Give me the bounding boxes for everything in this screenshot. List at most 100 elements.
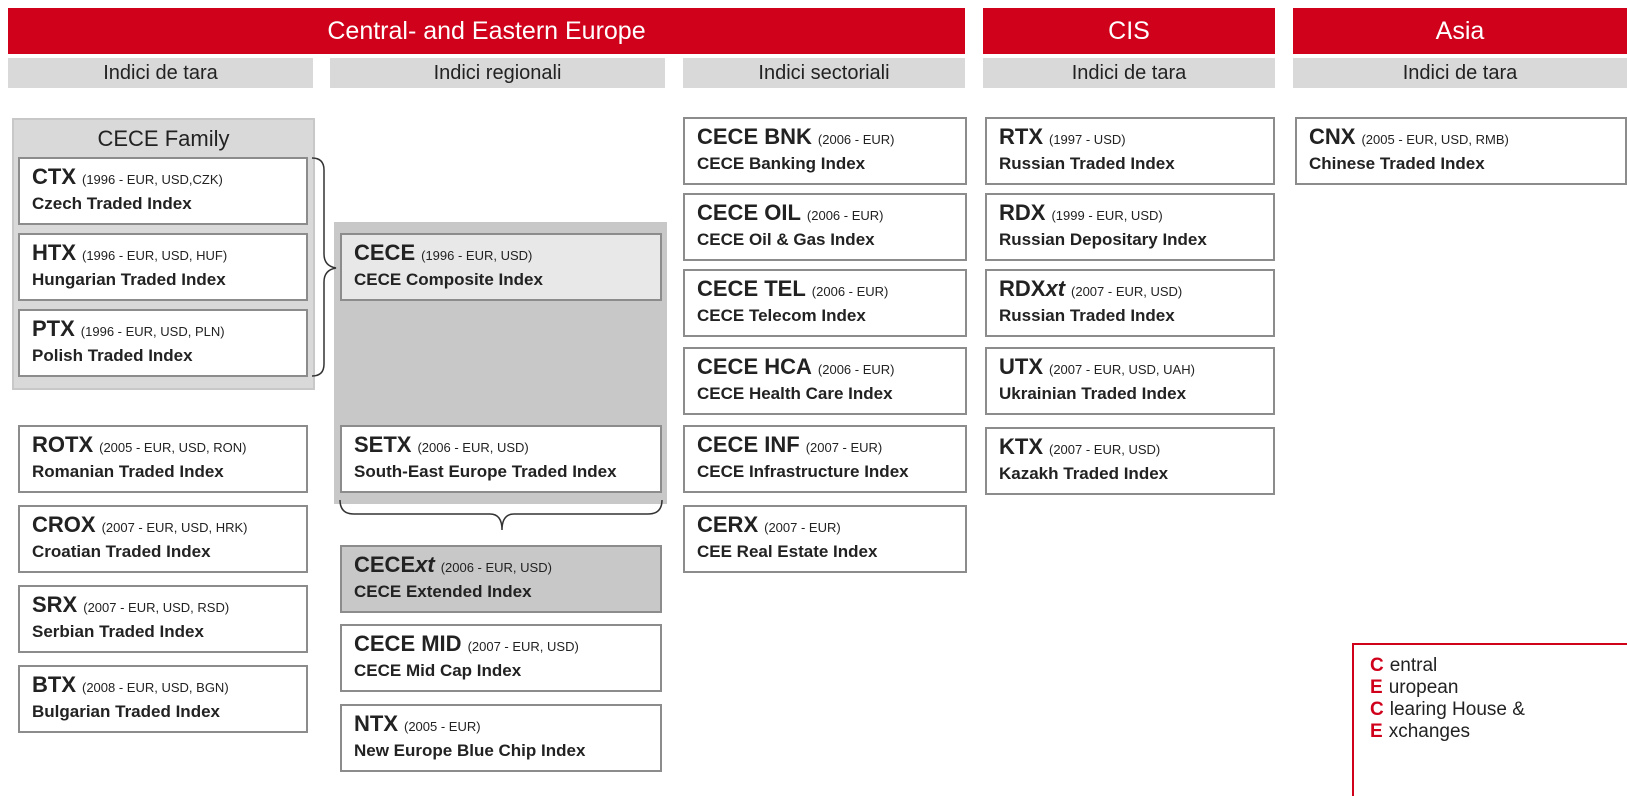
legend-initial: C <box>1370 655 1384 676</box>
index-info: (2007 - EUR) <box>805 440 883 455</box>
index-info: (2005 - EUR, USD, RMB) <box>1361 132 1509 147</box>
subheader: Indici de tara <box>1293 58 1627 88</box>
index-box: CECE TEL (2006 - EUR) CECE Telecom Index <box>683 269 967 337</box>
legend-initial: E <box>1370 721 1383 742</box>
index-box: RDX (1999 - EUR, USD) Russian Depositary I… <box>985 193 1275 261</box>
index-info: (2005 - EUR, USD, RON) <box>99 440 247 455</box>
index-name: Romanian Traded Index <box>32 462 224 481</box>
index-box: CECE OIL (2006 - EUR) CECE Oil & Gas Index <box>683 193 967 261</box>
index-info: (2007 - EUR) <box>764 520 841 535</box>
index-info: (2006 - EUR) <box>806 208 884 223</box>
index-info: (2007 - EUR, USD) <box>1071 284 1183 299</box>
index-code-suffix: xt <box>1045 276 1066 301</box>
index-name: Croatian Traded Index <box>32 542 211 561</box>
index-info: (2007 - EUR, USD, UAH) <box>1049 362 1195 377</box>
index-info: (2007 - EUR, USD, RSD) <box>83 600 230 615</box>
subheader: Indici de tara <box>8 58 313 88</box>
index-info: (2007 - EUR, USD) <box>467 639 579 654</box>
index-box: CECE BNK (2006 - EUR) CECE Banking Index <box>683 117 967 185</box>
index-code: CECE HCA <box>697 354 812 379</box>
index-code: KTX <box>999 434 1043 459</box>
index-info: (2006 - EUR) <box>811 284 889 299</box>
index-info: (2005 - EUR) <box>404 719 481 734</box>
region-header: CIS <box>983 8 1275 54</box>
index-info: (1997 - USD) <box>1049 132 1126 147</box>
index-box: UTX (2007 - EUR, USD, UAH) Ukrainian Trade… <box>985 347 1275 415</box>
legend-initial: C <box>1370 699 1384 720</box>
index-name: CECE Oil & Gas Index <box>697 230 875 249</box>
index-name: Ukrainian Traded Index <box>999 384 1187 403</box>
index-info: (2007 - EUR, USD) <box>1049 442 1161 457</box>
index-box: CROX (2007 - EUR, USD, HRK) Croatian Trade… <box>18 505 308 573</box>
family-title: CECE Family <box>97 126 230 151</box>
index-box: CTX (1996 - EUR, USD,CZK) Czech Traded Ind… <box>18 157 308 225</box>
index-code: RDX <box>999 276 1046 301</box>
index-code: SETX <box>354 432 412 457</box>
index-code: BTX <box>32 672 76 697</box>
index-box: CNX (2005 - EUR, USD, RMB) Chinese Traded … <box>1295 117 1627 185</box>
index-box: HTX (1996 - EUR, USD, HUF) Hungarian Trade… <box>18 233 308 301</box>
index-code: RTX <box>999 124 1043 149</box>
region-header: Central- and Eastern Europe <box>8 8 965 54</box>
index-name: Russian Depositary Index <box>999 230 1207 249</box>
index-code: CECE TEL <box>697 276 806 301</box>
region-header: Asia <box>1293 8 1627 54</box>
index-code: ROTX <box>32 432 94 457</box>
index-code: RDX <box>999 200 1046 225</box>
index-name: CECE Extended Index <box>354 582 532 601</box>
index-code: UTX <box>999 354 1043 379</box>
index-name: CECE Health Care Index <box>697 384 893 403</box>
index-code: CECE MID <box>354 631 462 656</box>
index-box: CECE INF (2007 - EUR) CECE Infrastructure … <box>683 425 967 493</box>
index-code: NTX <box>354 711 398 736</box>
index-info: (1996 - EUR, USD, HUF) <box>82 248 228 263</box>
index-box: CECE MID (2007 - EUR, USD) CECE Mid Cap In… <box>340 624 662 692</box>
index-box: CECE (1996 - EUR, USD) CECE Composite Inde… <box>340 233 662 301</box>
index-info: (1999 - EUR, USD) <box>1051 208 1163 223</box>
legend-rest: xchanges <box>1388 721 1471 742</box>
index-info: (1996 - EUR, USD) <box>421 248 533 263</box>
index-info: (2006 - EUR) <box>817 362 895 377</box>
index-code: CECE INF <box>697 432 800 457</box>
index-info: (2006 - EUR, USD) <box>440 560 552 575</box>
index-name: Hungarian Traded Index <box>32 270 226 289</box>
index-name: South-East Europe Traded Index <box>354 462 617 481</box>
index-name: New Europe Blue Chip Index <box>354 741 586 760</box>
index-code: CECE <box>354 552 416 577</box>
index-code: CNX <box>1309 124 1356 149</box>
index-code: CERX <box>697 512 759 537</box>
index-box: RTX (1997 - USD) Russian Traded Index <box>985 117 1275 185</box>
index-name: CECE Mid Cap Index <box>354 661 522 680</box>
subheader: Indici sectoriali <box>683 58 965 88</box>
index-box: CECExt (2006 - EUR, USD) CECE Extended Ind… <box>340 545 662 613</box>
subheader: Indici regionali <box>330 58 665 88</box>
index-box: CECE HCA (2006 - EUR) CECE Health Care Ind… <box>683 347 967 415</box>
index-box: RDXxt (2007 - EUR, USD) Russian Traded Ind… <box>985 269 1275 337</box>
index-name: CEE Real Estate Index <box>697 542 878 561</box>
index-code: CECE BNK <box>697 124 812 149</box>
index-info: (2008 - EUR, USD, BGN) <box>82 680 229 695</box>
index-code: SRX <box>32 592 78 617</box>
index-box: BTX (2008 - EUR, USD, BGN) Bulgarian Trade… <box>18 665 308 733</box>
index-code: HTX <box>32 240 76 265</box>
index-name: CECE Infrastructure Index <box>697 462 909 481</box>
index-name: CECE Composite Index <box>354 270 543 289</box>
index-name: Bulgarian Traded Index <box>32 702 220 721</box>
index-code: CROX <box>32 512 96 537</box>
index-name: CECE Banking Index <box>697 154 866 173</box>
index-box: CERX (2007 - EUR) CEE Real Estate Index <box>683 505 967 573</box>
index-code: CECE <box>354 240 416 265</box>
index-name: CECE Telecom Index <box>697 306 866 325</box>
index-box: ROTX (2005 - EUR, USD, RON) Romanian Trade… <box>18 425 308 493</box>
index-info: (1996 - EUR, USD,CZK) <box>82 172 223 187</box>
index-name: Russian Traded Index <box>999 306 1175 325</box>
index-code: CECE OIL <box>697 200 801 225</box>
legend-initial: E <box>1370 677 1383 698</box>
subheader: Indici de tara <box>983 58 1275 88</box>
